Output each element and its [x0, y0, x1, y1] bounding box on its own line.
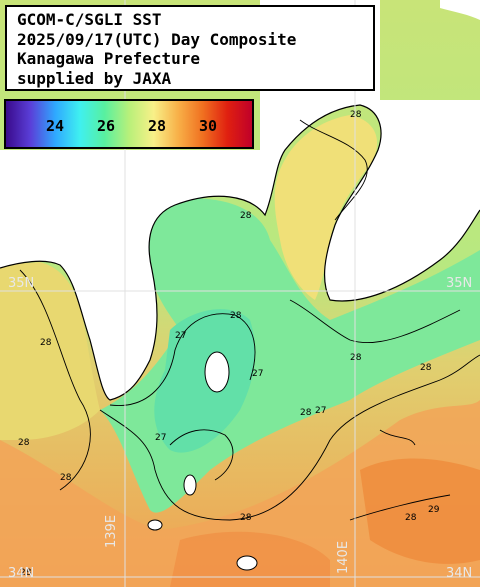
contour-label: 28	[405, 513, 417, 523]
title-box: GCOM-C/SGLI SST 2025/09/17(UTC) Day Comp…	[5, 5, 375, 91]
lat-label-35n-right: 35N	[446, 276, 473, 291]
title-line-date: 2025/09/17(UTC) Day Composite	[17, 29, 297, 49]
contour-label: 28	[230, 311, 242, 321]
legend-tick: 28	[148, 117, 167, 135]
contour-label: 27	[252, 369, 263, 379]
title-line-credit: supplied by JAXA	[17, 68, 172, 88]
contour-label: 28	[20, 568, 32, 578]
sagami-west-water	[0, 262, 100, 440]
land-top-right	[440, 0, 480, 20]
contour-label: 28	[240, 513, 252, 523]
island-oshima	[204, 351, 230, 393]
coastline	[0, 104, 480, 401]
contour-label: 28	[40, 338, 52, 348]
tokyo-bay-water	[274, 115, 378, 300]
contour-label: 28	[240, 211, 252, 221]
legend-tick: 24	[46, 117, 65, 135]
lat-label-35n-left: 35N	[8, 276, 35, 291]
island-small-2	[147, 519, 163, 531]
island-small-3	[236, 555, 258, 571]
contour-label: 27	[315, 406, 326, 416]
title-line-region: Kanagawa Prefecture	[17, 49, 201, 68]
contour-label: 27	[175, 331, 186, 341]
land-north	[0, 0, 480, 400]
contour-label: 28	[18, 438, 30, 448]
contour-label: 28	[60, 473, 72, 483]
title-line-sensor: GCOM-C/SGLI SST	[17, 10, 162, 29]
legend-tick: 30	[199, 117, 218, 135]
legend-tick: 26	[97, 117, 116, 135]
island-small-1	[183, 474, 197, 496]
contour-label: 28	[300, 408, 312, 418]
contour-label: 29	[428, 505, 440, 515]
warm-sea-zone	[0, 400, 480, 587]
contour-label: 28	[350, 110, 362, 120]
cool-bay-core	[154, 309, 256, 453]
lon-label-139e: 139E	[104, 514, 119, 548]
hot-sea-patch	[360, 458, 480, 564]
contour-labels: 28 28 28 28 27 27 27 27 28 28 28 28 28 2…	[18, 110, 440, 578]
contour-label: 27	[155, 433, 166, 443]
contour-label: 28	[350, 353, 362, 363]
lat-label-34n-left: 34N	[8, 566, 35, 581]
lon-label-140e: 140E	[336, 540, 351, 574]
color-scale-legend: 24 26 28 30	[4, 99, 254, 149]
contour-label: 28	[420, 363, 432, 373]
sst-contours	[19, 119, 480, 521]
lat-label-34n-right: 34N	[446, 566, 473, 581]
